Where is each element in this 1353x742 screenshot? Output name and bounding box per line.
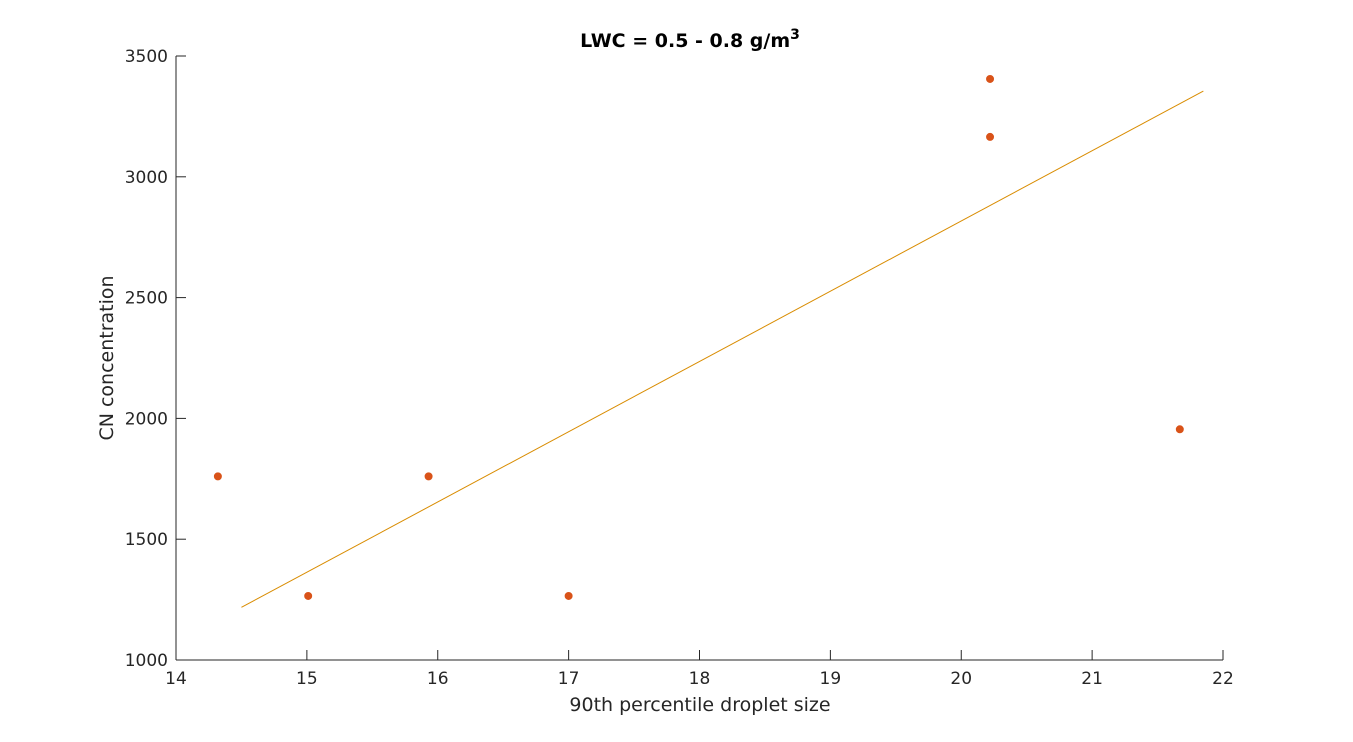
data-point-4 xyxy=(564,591,573,600)
data-point-1 xyxy=(213,472,222,481)
x-tick-label: 19 xyxy=(820,669,842,689)
data-point-7 xyxy=(1175,425,1184,434)
y-tick-label: 1000 xyxy=(125,651,168,671)
data-points xyxy=(213,74,1184,600)
data-point-3 xyxy=(424,472,433,481)
y-tick-label: 2500 xyxy=(125,289,168,309)
y-tick-label: 3500 xyxy=(125,47,168,67)
x-tick-label: 20 xyxy=(950,669,972,689)
data-point-2 xyxy=(304,591,313,600)
x-tick-label: 15 xyxy=(296,669,318,689)
x-ticks: 14 15 16 17 18 19 20 21 22 xyxy=(165,650,1234,689)
y-tick-label: 1500 xyxy=(125,530,168,550)
chart-title-main: LWC = 0.5 - 0.8 g/m xyxy=(580,30,790,52)
fit-line xyxy=(241,90,1204,608)
y-tick-label: 3000 xyxy=(125,168,168,188)
y-axis-label: CN concentration xyxy=(96,275,118,440)
y-tick-label: 2000 xyxy=(125,409,168,429)
x-tick-label: 16 xyxy=(427,669,449,689)
chart-title-superscript: 3 xyxy=(790,27,800,43)
x-tick-label: 17 xyxy=(558,669,580,689)
data-point-5 xyxy=(986,74,995,83)
x-tick-label: 14 xyxy=(165,669,187,689)
chart-title: LWC = 0.5 - 0.8 g/m3 xyxy=(580,27,800,52)
y-ticks: 1000 1500 2000 2500 3000 3500 xyxy=(125,47,186,671)
data-point-6 xyxy=(986,132,995,141)
x-tick-label: 22 xyxy=(1212,669,1234,689)
axes: 14 15 16 17 18 19 20 21 22 1000 1500 2000 2500 3000 3… xyxy=(125,47,1234,689)
x-axis-label: 90th percentile droplet size xyxy=(569,694,830,716)
x-tick-label: 18 xyxy=(689,669,711,689)
x-tick-label: 21 xyxy=(1081,669,1103,689)
